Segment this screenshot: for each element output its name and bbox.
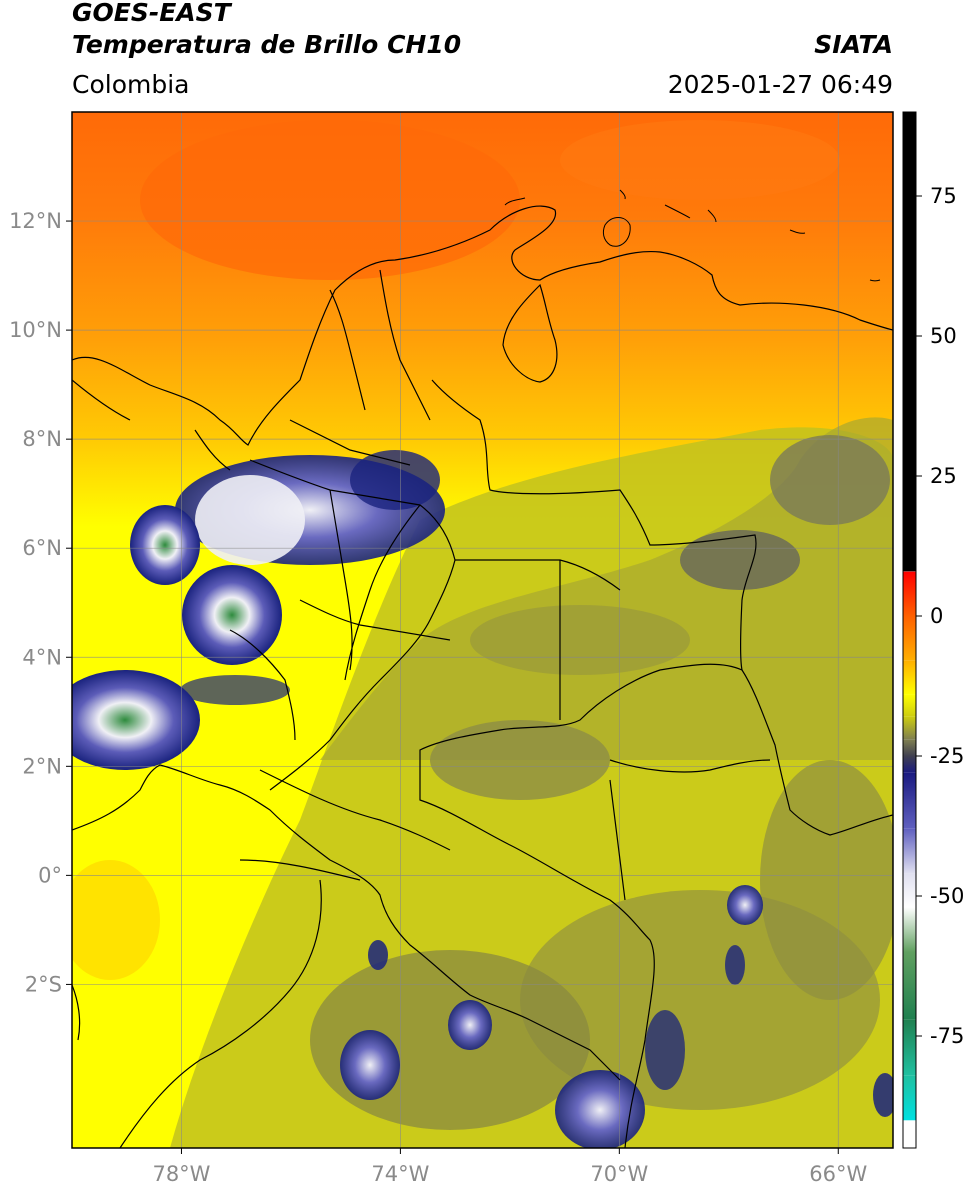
- colorbar-tick-label: -75: [930, 1024, 964, 1048]
- country-borders: [72, 205, 893, 1148]
- latitude-axis: 12°N 10°N 8°N 6°N 4°N 2°N 0° 2°S: [9, 209, 72, 996]
- colorbar-segment: [903, 112, 916, 572]
- colorbar-segment: [903, 907, 916, 952]
- lon-tick-label: 74°W: [371, 1162, 429, 1186]
- satellite-title: GOES-EAST: [72, 0, 231, 27]
- longitude-axis: 78°W 74°W 70°W 66°W: [152, 1148, 867, 1186]
- colorbar-tick-label: 0: [930, 604, 943, 628]
- region-label: Colombia: [72, 70, 190, 99]
- colorbar-segment: [903, 716, 916, 740]
- colorbar-segment: [903, 571, 916, 616]
- lon-tick-label: 70°W: [590, 1162, 648, 1186]
- colorbar-segment: [903, 756, 916, 773]
- brand-label: SIATA: [814, 30, 893, 59]
- lon-tick-label: 66°W: [809, 1162, 867, 1186]
- colorbar-frame: [902, 111, 917, 1149]
- colorbar-segment: [903, 1019, 916, 1076]
- colorbar-tick-label: -50: [930, 884, 964, 908]
- colorbar-segment: [903, 660, 916, 695]
- colorbar-tick-label: 25: [930, 464, 957, 488]
- brightness-temperature-field: [72, 112, 893, 1148]
- colorbar-segment: [903, 828, 916, 874]
- colorbar-segment: [903, 571, 916, 572]
- colorbar-axis: 75 50 25 0 -25 -50 -75: [916, 184, 964, 1048]
- map-frame: [71, 111, 894, 1149]
- colorbar-segment: [903, 772, 916, 829]
- colorbar-tick-label: 75: [930, 184, 957, 208]
- colorbar-segment: [903, 616, 916, 661]
- lat-tick-label: 0°: [38, 863, 62, 887]
- lat-tick-label: 2°N: [22, 754, 62, 778]
- lat-tick-label: 6°N: [22, 536, 62, 560]
- lon-tick-label: 78°W: [152, 1162, 210, 1186]
- colorbar-tick-label: -25: [930, 744, 964, 768]
- colorbar-segment: [903, 1075, 916, 1120]
- lat-tick-label: 2°S: [25, 972, 62, 996]
- colorbar-segment: [903, 1120, 916, 1121]
- colorbar: [903, 112, 916, 1148]
- lat-tick-label: 4°N: [22, 645, 62, 669]
- colorbar-segment: [903, 1120, 916, 1148]
- graticule: [72, 112, 893, 1148]
- colorbar-segment: [903, 694, 916, 717]
- colorbar-segment: [903, 873, 916, 908]
- product-title: Temperatura de Brillo CH10: [72, 30, 462, 59]
- colorbar-tick-label: 50: [930, 324, 957, 348]
- islands: [504, 189, 881, 282]
- lat-tick-label: 12°N: [9, 209, 62, 233]
- lat-tick-label: 10°N: [9, 318, 62, 342]
- colorbar-segment: [903, 952, 916, 1020]
- datetime-label: 2025-01-27 06:49: [667, 70, 893, 99]
- lat-tick-label: 8°N: [22, 427, 62, 451]
- colorbar-segment: [903, 739, 916, 756]
